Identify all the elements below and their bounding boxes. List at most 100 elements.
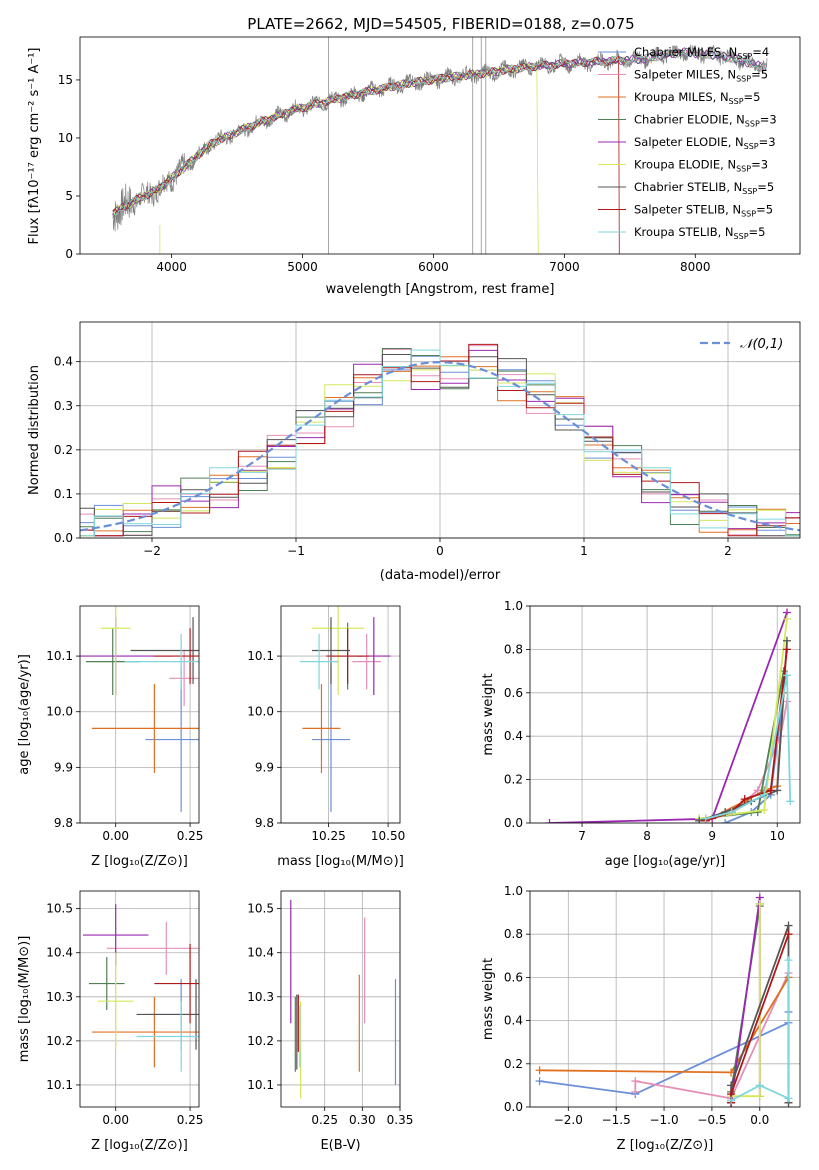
x-axis-label: (data-model)/error (380, 568, 501, 583)
weight-marker-6 (782, 636, 791, 645)
panel-spectrum: 4000 5000 6000 7000 8000 0 5 10 15 Chabrier MILES… (27, 36, 801, 297)
weight-marker-8 (701, 814, 710, 823)
legend-label: Kroupa STELIB, NSSP=5 (634, 225, 765, 241)
axes-frame (529, 890, 801, 1108)
panel-mass_vs_ebv: 0.25 0.30 0.35 10.1 10.2 10.3 10.4 10.5 E(B-V) (247, 890, 413, 1153)
axes-frame (79, 36, 801, 255)
xtick-label: −2 (143, 544, 161, 558)
panel-weight_vs_Z: −2.0 −1.5 −1.0 −0.5 0.0 0.0 0.2 0.4 0.6 0.8 1.0 Z [… (481, 884, 801, 1153)
y-axis-label: mass [log₁₀(M/M⊙)] (17, 936, 32, 1063)
errorbars (300, 606, 391, 812)
y-axis-label: mass weight (481, 673, 496, 755)
ytick-label: 0.4 (54, 355, 73, 369)
weight-marker-8 (727, 808, 736, 817)
weight-line-8 (730, 960, 790, 1102)
weight-marker-1 (631, 1087, 640, 1096)
ytick-label: 1.0 (504, 884, 523, 898)
xtick-label: −2.0 (554, 1113, 583, 1127)
ytick-label: 0.2 (54, 443, 73, 457)
panel-residuals: −2 −1 0 1 2 0.0 0.1 0.2 0.3 0.4 𝒩(0,1) (data-model)… (27, 321, 801, 583)
x-axis-label: mass [log₁₀(M/M⊙)] (277, 854, 404, 869)
xtick-label: 10 (770, 829, 785, 843)
ytick-label: 0.4 (504, 1014, 523, 1028)
histogram-8 (80, 349, 800, 537)
y-axis-label: Normed distribution (27, 365, 42, 495)
xtick-label: 4000 (156, 260, 187, 274)
ytick-label: 10.5 (46, 902, 73, 916)
weight-lines (545, 608, 795, 823)
ytick-label: 0.0 (504, 1100, 523, 1114)
legend-label: Chabrier MILES, NSSP=4 (634, 45, 769, 61)
histogram-7 (80, 343, 800, 537)
xtick-label: 6000 (418, 260, 449, 274)
ytick-label: 0.8 (504, 927, 523, 941)
xtick-label: 2 (724, 544, 732, 558)
legend-label: Salpeter STELIB, NSSP=5 (634, 203, 773, 219)
ytick-label: 0.1 (54, 487, 73, 501)
ytick-label: 0.0 (54, 531, 73, 545)
xtick-label: 0.0 (750, 1113, 769, 1127)
xtick-label: 7 (578, 829, 586, 843)
weight-marker-1 (631, 1077, 640, 1086)
weight-marker-8 (782, 671, 791, 680)
errorbars (290, 899, 397, 1099)
ytick-label: 0.2 (504, 1057, 523, 1071)
axes-frame (280, 605, 401, 824)
ytick-label: 5 (65, 189, 73, 203)
weight-marker-4 (545, 819, 554, 823)
xtick-label: 0.00 (102, 1113, 129, 1127)
weight-line-4 (549, 612, 788, 823)
weight-marker-8 (784, 956, 793, 965)
ytick-label: 10.3 (247, 990, 274, 1004)
data-spectrum (112, 44, 768, 232)
ytick-label: 10.2 (247, 1034, 274, 1048)
xtick-label: 0 (436, 544, 444, 558)
model-spectrum-7 (112, 55, 620, 254)
weight-marker-5 (782, 615, 791, 624)
legend: Chabrier MILES, NSSP=4 Salpeter MILES, NS… (598, 45, 777, 241)
weight-marker-8 (755, 1081, 764, 1090)
weight-lines (535, 893, 793, 1107)
axes-frame (79, 321, 801, 539)
xtick-label: 0.30 (349, 1113, 376, 1127)
ytick-label: 9.9 (255, 760, 274, 774)
ytick-label: 10.4 (46, 946, 73, 960)
ytick-label: 10.2 (46, 1034, 73, 1048)
model-spectrum-8 (112, 48, 767, 216)
weight-marker-7 (740, 795, 749, 804)
ytick-label: 0 (65, 247, 73, 261)
ytick-label: 0.0 (504, 816, 523, 830)
weight-marker-0 (535, 1077, 544, 1086)
ytick-label: 10.4 (247, 946, 274, 960)
xtick-label: 8 (643, 829, 651, 843)
normal-curve (80, 360, 800, 532)
ytick-label: 0.2 (504, 773, 523, 787)
ytick-label: 10.1 (46, 1078, 73, 1092)
legend-label: Kroupa ELODIE, NSSP=3 (634, 158, 768, 174)
errorbars (80, 606, 199, 812)
xtick-label: 8000 (680, 260, 711, 274)
ytick-label: 0.6 (504, 970, 523, 984)
x-axis-label: Z [log₁₀(Z/Z⊙)] (91, 854, 188, 869)
xtick-label: 7000 (549, 260, 580, 274)
xtick-label: 9 (708, 829, 716, 843)
ytick-label: 15 (58, 73, 73, 87)
weight-marker-8 (727, 1096, 736, 1105)
x-axis-label: E(B-V) (320, 1138, 360, 1153)
legend-label: Chabrier STELIB, NSSP=5 (634, 180, 774, 196)
weight-marker-2 (535, 1066, 544, 1075)
weight-marker-5 (755, 1092, 764, 1101)
xtick-label: 0.25 (177, 1113, 204, 1127)
weight-marker-6 (784, 921, 793, 930)
xtick-label: 1 (580, 544, 588, 558)
axes-frame (280, 890, 401, 1108)
x-axis-label: Z [log₁₀(Z/Z⊙)] (617, 1138, 714, 1153)
legend-label: Salpeter MILES, NSSP=5 (634, 68, 768, 84)
xtick-label: 10.50 (371, 829, 405, 843)
model-spectrum-2 (112, 48, 767, 216)
ytick-label: 0.4 (504, 729, 523, 743)
x-axis-label: wavelength [Angstrom, rest frame] (326, 282, 555, 297)
legend-label: Kroupa MILES, NSSP=5 (634, 90, 760, 106)
model-spectrum-6 (112, 48, 767, 213)
xtick-label: 0.00 (102, 829, 129, 843)
